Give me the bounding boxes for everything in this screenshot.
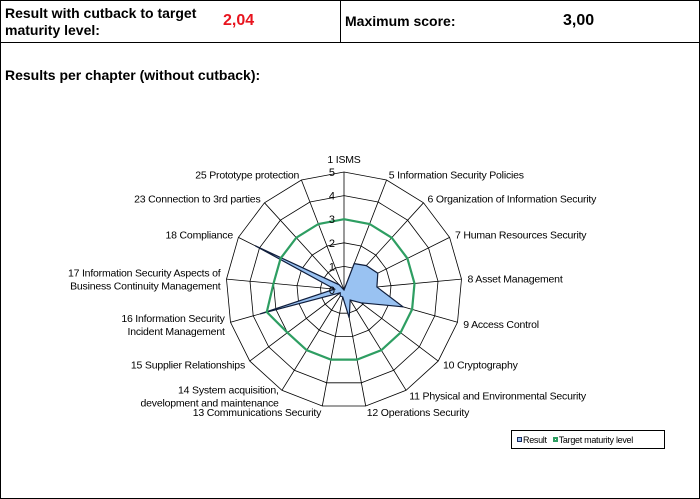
category-label-16: 25 Prototype protection: [195, 169, 299, 181]
result-cell: Result with cutback to target maturity l…: [1, 1, 341, 43]
tick-label-3: 3: [329, 214, 335, 226]
spoke-9: [321, 289, 345, 407]
category-label-14: 18 Compliance: [166, 230, 234, 242]
category-label-3: 7 Human Resources Security: [455, 230, 587, 242]
category-label-11: 15 Supplier Relationships: [131, 360, 245, 372]
legend-item-result: Result: [517, 435, 547, 445]
legend-label-result: Result: [523, 434, 547, 445]
legend-label-target: Target maturity level: [558, 434, 634, 445]
series-result-area: [255, 245, 406, 318]
legend-swatch-result: [517, 437, 522, 442]
category-label-line: 14 System acquisition,: [178, 384, 279, 396]
grid-ring-5: [226, 171, 462, 407]
max-score-cell: Maximum score: 3,00: [341, 1, 699, 43]
spoke-16: [301, 179, 345, 291]
section-title: Results per chapter (without cutback):: [5, 67, 261, 83]
spoke-15: [264, 202, 345, 291]
tick-label-2: 2: [329, 238, 335, 250]
category-label-line: 17 Information Security Aspects of: [68, 268, 221, 280]
legend-item-target: Target maturity level: [552, 434, 634, 445]
spoke-10: [281, 289, 345, 391]
result-value: 2,04: [223, 12, 255, 29]
category-label-1: 5 Information Security Policies: [389, 169, 524, 181]
category-label-7: 11 Physical and Environmental Security: [409, 390, 587, 402]
category-label-6: 10 Cryptography: [443, 360, 519, 372]
result-label: Result with cutback to target maturity l…: [5, 5, 197, 38]
tick-label-1: 1: [329, 261, 335, 273]
category-label-5: 9 Access Control: [463, 319, 539, 331]
category-label-line: 16 Information Security: [121, 313, 225, 325]
category-label-2: 6 Organization of Information Security: [428, 193, 598, 205]
max-score-label: Maximum score:: [345, 13, 456, 29]
category-label-9: 13 Communications Security: [193, 407, 322, 419]
grid-ring-2: [296, 242, 392, 337]
category-label-4: 8 Asset Management: [468, 274, 563, 286]
tick-label-4: 4: [329, 191, 335, 203]
tick-label-0: 0: [329, 285, 335, 297]
chart-legend: Result Target maturity level: [511, 430, 665, 449]
grid-ring-4: [249, 195, 439, 384]
category-label-line: development and maintenance: [140, 397, 279, 409]
category-label-8: 12 Operations Security: [367, 407, 470, 419]
legend-swatch-target: [552, 437, 558, 442]
category-label-13: 17 Information Security Aspects of Busine…: [68, 268, 221, 293]
spoke-13: [226, 278, 345, 291]
max-score-value: 3,00: [563, 12, 595, 29]
spoke-11: [249, 289, 345, 362]
category-label-0: 1 ISMS: [327, 154, 360, 166]
category-label-12: 16 Information Security Incident Manageme…: [121, 313, 225, 338]
category-label-15: 23 Connection to 3rd parties: [134, 193, 260, 205]
spoke-7: [343, 289, 407, 391]
series-target-line: [265, 218, 416, 361]
category-label-line: Incident Management: [128, 326, 225, 338]
tick-label-5: 5: [329, 167, 335, 179]
category-label-10: 14 System acquisition, development and ma…: [140, 384, 279, 409]
category-label-line: Business Continuity Management: [70, 281, 221, 293]
